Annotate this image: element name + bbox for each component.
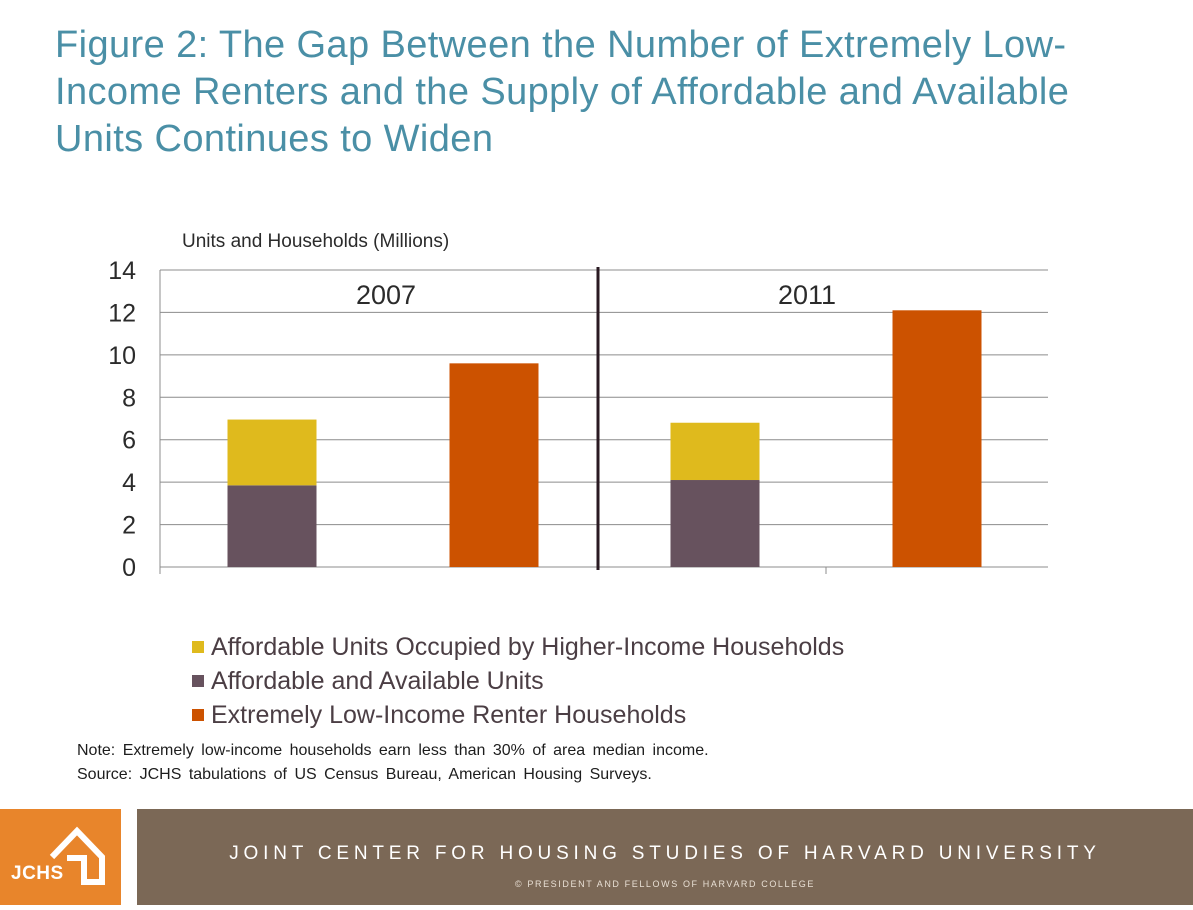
house-icon (49, 826, 105, 885)
group-label: 2011 (778, 280, 836, 310)
y-tick-label: 10 (108, 342, 136, 370)
legend-item: Affordable Units Occupied by Higher-Inco… (192, 630, 844, 664)
bar-segment (227, 419, 317, 486)
legend-swatch (192, 641, 204, 653)
legend: Affordable Units Occupied by Higher-Inco… (192, 630, 844, 732)
y-tick-label: 6 (122, 427, 136, 455)
bar-segment (449, 363, 539, 567)
y-tick-label: 14 (108, 257, 136, 285)
legend-label: Affordable and Available Units (211, 666, 544, 695)
y-tick-label: 12 (108, 299, 136, 327)
legend-label: Extremely Low-Income Renter Households (211, 700, 687, 729)
legend-swatch (192, 709, 204, 721)
bar-segment (670, 480, 760, 567)
legend-item: Extremely Low-Income Renter Households (192, 698, 844, 732)
chart-title: Figure 2: The Gap Between the Number of … (55, 24, 1070, 160)
note-text: Note: Extremely low-income households ea… (77, 742, 709, 759)
y-tick-label: 0 (122, 554, 136, 582)
footer-copyright: © PRESIDENT AND FELLOWS OF HARVARD COLLE… (515, 879, 815, 889)
y-tick-label: 2 (122, 512, 136, 540)
legend-item: Affordable and Available Units (192, 664, 844, 698)
footer-title: JOINT CENTER FOR HOUSING STUDIES OF HARV… (229, 843, 1101, 864)
bar-segment (892, 310, 982, 567)
chart-notes: Note: Extremely low-income households ea… (77, 739, 709, 787)
legend-swatch (192, 675, 204, 687)
y-axis-label: Units and Households (Millions) (182, 231, 449, 252)
legend-label: Affordable Units Occupied by Higher-Inco… (211, 632, 845, 661)
y-tick-label: 4 (122, 469, 136, 497)
group-label: 2007 (356, 280, 416, 310)
y-tick-label: 8 (122, 384, 136, 412)
jchs-logo-block (0, 809, 121, 905)
source-text: Source: JCHS tabulations of US Census Bu… (77, 766, 652, 783)
bar-segment (227, 485, 317, 567)
logo-text: JCHS (11, 863, 64, 884)
bar-chart: 0 2 4 6 8 10 12 14 Units and Households (Million… (108, 231, 1048, 582)
footer-banner: JOINT CENTER FOR HOUSING STUDIES OF HARV… (137, 809, 1193, 905)
bar-segment (670, 422, 760, 481)
